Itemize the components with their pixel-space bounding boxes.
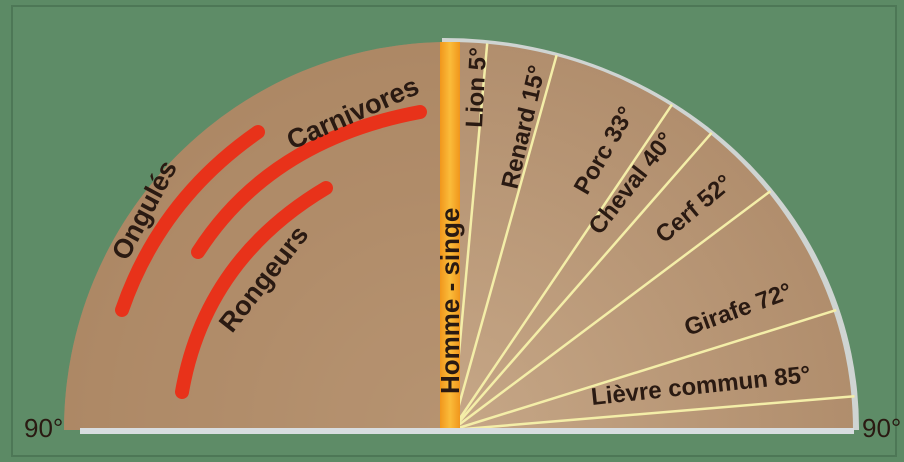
arc-rongeurs (175, 181, 333, 399)
ray-renard (450, 54, 558, 431)
ray-porc (450, 103, 674, 431)
ray-cerf (451, 190, 772, 431)
ray-girafe (451, 308, 837, 432)
ray-lievre (451, 394, 855, 432)
ray-cheval (451, 131, 713, 431)
center-band (440, 42, 460, 430)
label-homme-singe: Homme - singe (435, 208, 465, 394)
label-lion: Lion 5° (461, 47, 492, 129)
baseline (80, 428, 854, 434)
label-right-90: 90° (862, 413, 901, 443)
arc-ongules (115, 125, 265, 317)
arc-carnivores (191, 105, 427, 259)
label-left-90: 90° (24, 413, 63, 443)
vision-rays (450, 43, 855, 432)
